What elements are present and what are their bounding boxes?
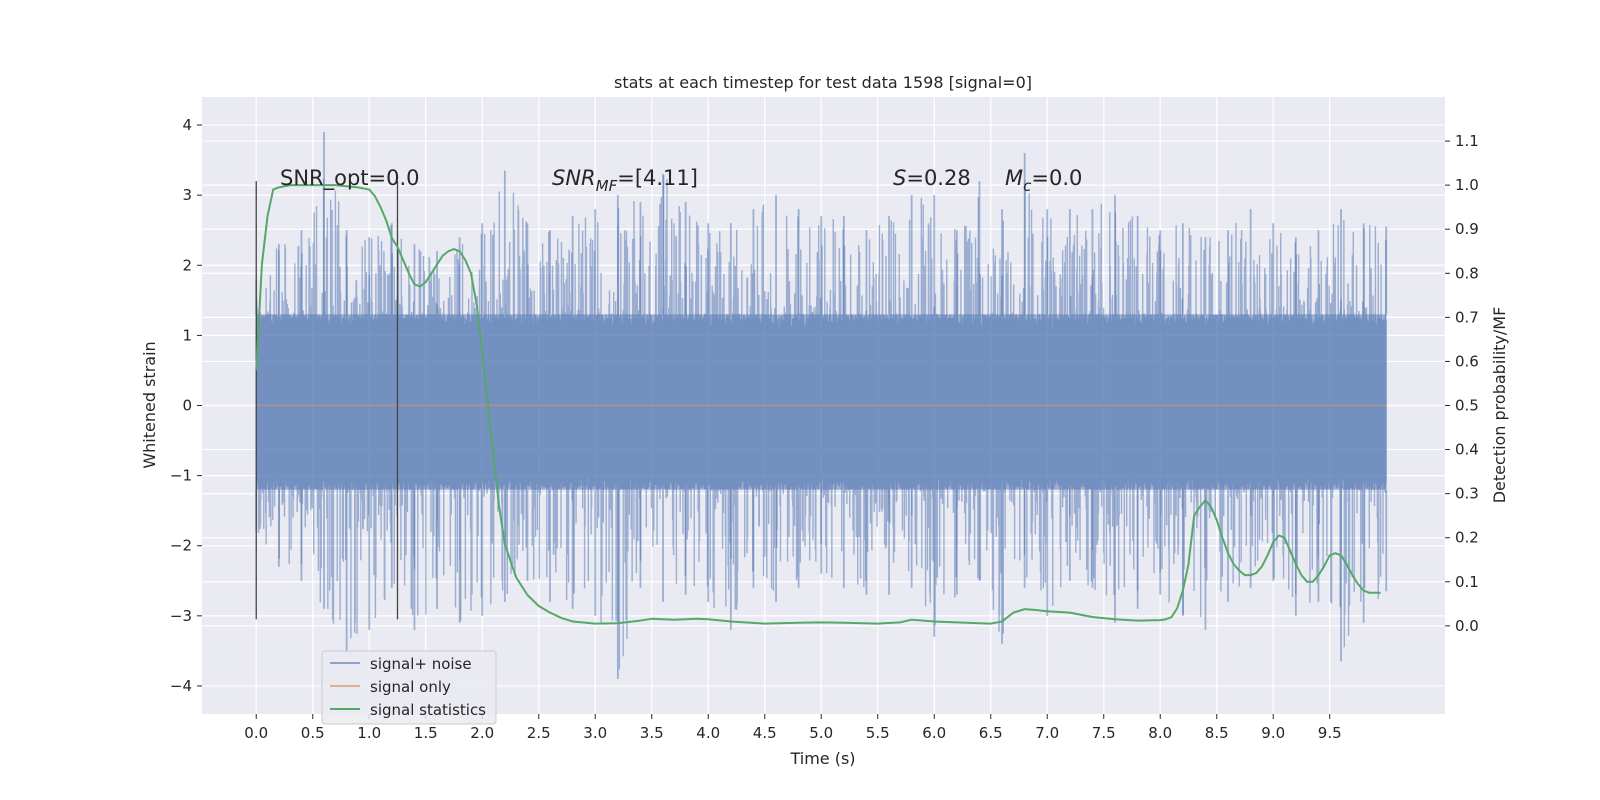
marker-lines [255,181,399,620]
y2-tick-label: 0.4 [1455,441,1479,459]
legend-label-signal-only: signal only [370,678,451,696]
y2-tick-label: 1.1 [1455,132,1479,150]
mc-sub: c [1023,177,1032,195]
y-tick-label: −3 [170,607,192,625]
y2-tick-label: 0.3 [1455,485,1479,503]
signal-noise-series [255,132,1388,679]
y2-tick-label: 1.0 [1455,176,1479,194]
x-tick-label: 6.0 [922,724,946,742]
y-tick-label: −2 [170,537,192,555]
x-tick-label: 9.0 [1261,724,1285,742]
x-tick-label: 2.0 [470,724,494,742]
signal-statistics-line [255,184,1381,625]
x-tick-label: 7.0 [1035,724,1059,742]
y2-tick-label: 0.8 [1455,264,1479,282]
y2-tick-labels: 0.0 0.1 0.2 0.3 0.4 0.5 0.6 0.7 0.8 0.9 1.0 1.1 [1445,132,1479,635]
y2-tick-label: 0.7 [1455,308,1479,326]
s-main: S [893,166,906,190]
y-tick-label: 2 [182,256,192,274]
legend-box [321,650,497,725]
snr-opt-annotation: SNR_opt=0.0 [280,166,420,191]
x-tick-label: 4.0 [696,724,720,742]
y-tick-labels: −4 −3 −2 −1 0 1 2 3 4 [170,116,202,695]
x-tick-label: 5.0 [809,724,833,742]
chart-title: stats at each timestep for test data 159… [614,73,1032,92]
x-tick-label: 0.0 [244,724,268,742]
snr-mf-sub: MF [596,177,618,195]
mc-main: M [1005,166,1023,190]
y-tick-label: −1 [170,467,192,485]
y2-tick-label: 0.9 [1455,220,1479,238]
y-tick-label: −4 [170,677,192,695]
snr-mf-annotation: SNRMF=[4.11] [552,166,698,195]
y-axis-label: Whitened strain [140,341,159,468]
legend-label-signal-statistics: signal statistics [370,701,486,719]
y2-axis-label: Detection probability/MF [1490,307,1509,504]
s-annotation: S=0.28 [893,166,971,190]
mc-value: =0.0 [1031,166,1082,190]
signal-statistics-series [255,184,1381,625]
x-tick-label: 1.0 [357,724,381,742]
x-tick-label: 9.5 [1318,724,1342,742]
x-tick-label: 8.0 [1148,724,1172,742]
legend: signal+ noise signal only signal statist… [321,650,497,725]
y2-tick-label: 0.2 [1455,529,1479,547]
x-tick-label: 5.5 [866,724,890,742]
x-tick-label: 7.5 [1092,724,1116,742]
y-tick-label: 3 [182,186,192,204]
x-tick-label: 8.5 [1205,724,1229,742]
y2-tick-label: 0.6 [1455,352,1479,370]
s-value: =0.28 [906,166,970,190]
y-tick-label: 1 [182,326,192,344]
mc-annotation: Mc=0.0 [1005,166,1082,195]
x-tick-label: 3.0 [583,724,607,742]
x-tick-label: 2.5 [527,724,551,742]
x-tick-label: 3.5 [640,724,664,742]
y-tick-label: 0 [182,397,192,415]
legend-label-signal-noise: signal+ noise [370,655,472,673]
y-tick-label: 4 [182,116,192,134]
x-axis-label: Time (s) [789,749,855,768]
y2-tick-label: 0.0 [1455,617,1479,635]
x-tick-label: 6.5 [979,724,1003,742]
y2-tick-label: 0.1 [1455,573,1479,591]
y2-tick-label: 0.5 [1455,397,1479,415]
snr-mf-value: =[4.11] [617,166,698,190]
x-tick-label: 4.5 [753,724,777,742]
snr-mf-main: SNR [552,166,596,190]
x-tick-label: 1.5 [414,724,438,742]
x-tick-labels: 0.0 0.5 1.0 1.5 2.0 2.5 3.0 3.5 4.0 4.5 5.0 5.5 6.0 6… [244,714,1342,742]
x-tick-label: 0.5 [301,724,325,742]
